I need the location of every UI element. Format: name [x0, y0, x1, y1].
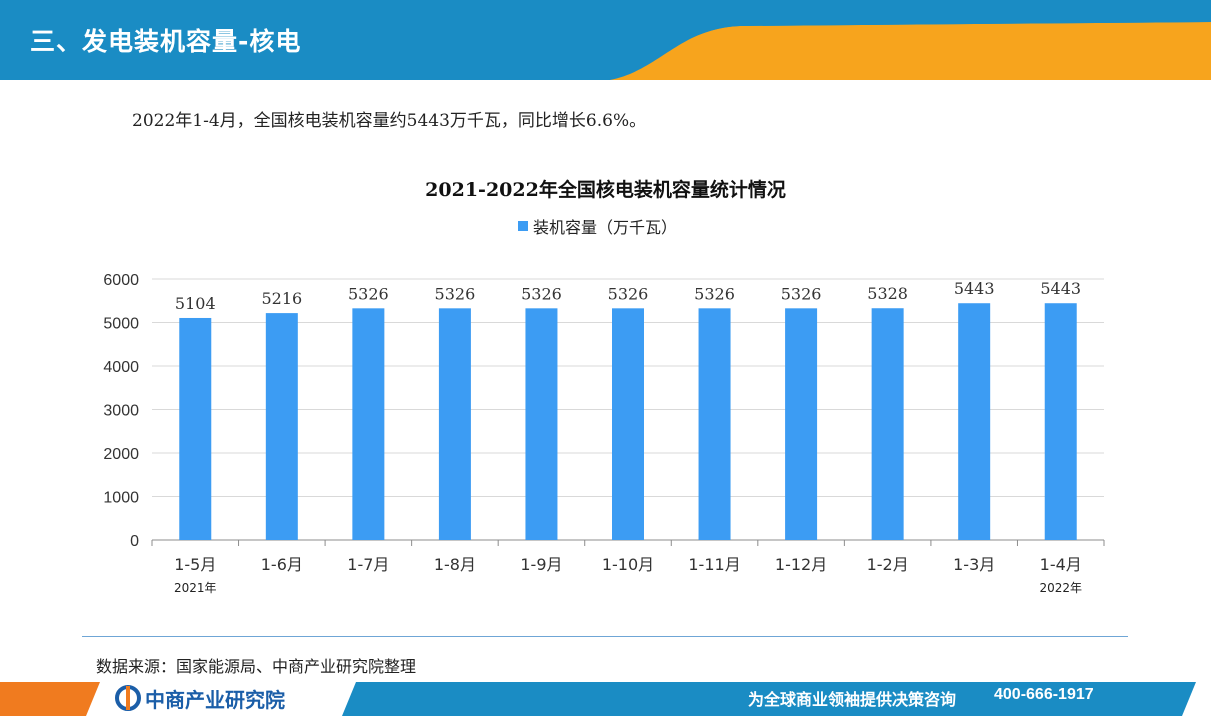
data-label: 5443	[1040, 279, 1081, 298]
chart-title: 2021-2022年全国核电装机容量统计情况	[425, 179, 786, 201]
x-tick-label: 1-2月	[867, 555, 909, 574]
data-label: 5328	[867, 284, 908, 303]
bar	[958, 303, 991, 540]
bar	[612, 308, 644, 540]
x-tick-label: 1-7月	[347, 555, 389, 574]
y-tick-label: 1000	[103, 490, 139, 507]
footer-slogan: 为全球商业领袖提供决策咨询	[748, 690, 957, 709]
x-tick-label: 1-8月	[434, 555, 476, 574]
data-label: 5104	[175, 294, 216, 313]
data-label: 5326	[781, 284, 822, 303]
bar	[525, 308, 558, 540]
bar	[1044, 303, 1077, 540]
data-label: 5326	[435, 284, 476, 303]
data-source: 数据来源：国家能源局、中商产业研究院整理	[96, 657, 417, 676]
bar	[785, 308, 818, 540]
header-banner: 三、发电装机容量-核电	[0, 0, 1211, 80]
bar	[265, 313, 298, 540]
data-label: 5326	[608, 284, 649, 303]
legend-swatch	[518, 221, 528, 231]
footer-logo-text: 中商产业研究院	[145, 688, 285, 712]
y-tick-label: 2000	[103, 446, 139, 463]
data-label: 5326	[348, 284, 389, 303]
y-tick-label: 5000	[103, 316, 139, 333]
bar	[179, 317, 212, 540]
header-shape	[0, 0, 1211, 80]
data-label: 5326	[521, 284, 562, 303]
bar	[352, 308, 385, 540]
x-tick-label: 1-10月	[602, 555, 654, 574]
y-tick-label: 6000	[103, 272, 139, 289]
x-tick-label: 1-12月	[775, 555, 827, 574]
x-tick-label: 1-9月	[520, 555, 562, 574]
logo-icon	[115, 685, 141, 711]
y-tick-label: 3000	[103, 403, 139, 420]
data-label: 5326	[694, 284, 735, 303]
summary-text: 2022年1-4月，全国核电装机容量约5443万千瓦，同比增长6.6%。	[132, 111, 647, 131]
bar	[698, 308, 731, 540]
page-title: 三、发电装机容量-核电	[30, 27, 302, 56]
x-tick-label: 1-6月	[261, 555, 303, 574]
year-note: 2022年	[1039, 581, 1082, 595]
bar	[871, 308, 904, 540]
bar	[438, 308, 471, 540]
y-tick-label: 4000	[103, 359, 139, 376]
year-note: 2021年	[174, 581, 217, 595]
y-tick-label: 0	[130, 533, 139, 550]
divider	[82, 636, 1128, 637]
footer-bar	[0, 682, 1211, 716]
data-label: 5216	[261, 289, 302, 308]
data-label: 5443	[954, 279, 995, 298]
chart-legend: 装机容量（万千瓦）	[518, 214, 677, 238]
footer-shape	[0, 682, 1196, 716]
x-tick-label: 1-5月	[174, 555, 216, 574]
footer-phone: 400-666-1917	[994, 686, 1094, 703]
legend-label: 装机容量（万千瓦）	[533, 218, 678, 237]
x-tick-label: 1-11月	[688, 555, 740, 574]
x-tick-label: 1-3月	[953, 555, 995, 574]
x-tick-label: 1-4月	[1040, 555, 1082, 574]
bar-chart: 0 1000 2000 3000 4000 5000 6000 5104 1-5月 2021年 52…	[103, 272, 1105, 595]
